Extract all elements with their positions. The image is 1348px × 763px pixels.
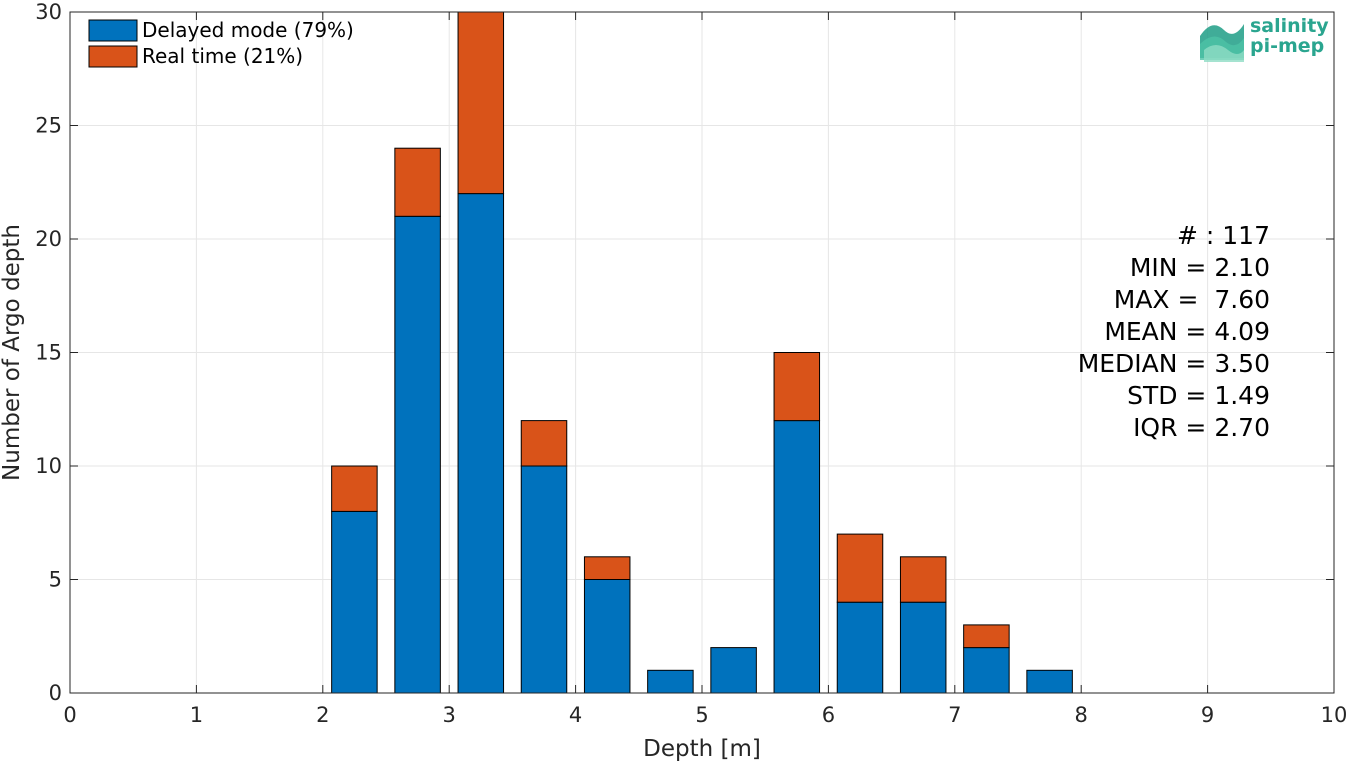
legend-swatch [88, 19, 138, 42]
legend-swatch [88, 45, 138, 68]
stat-line: MIN = 2.10 [1130, 253, 1270, 282]
y-tick-label: 25 [35, 114, 62, 138]
stat-line: MEAN = 4.09 [1104, 317, 1270, 346]
y-tick-label: 5 [49, 568, 62, 592]
legend-label: Delayed mode (79%) [142, 18, 354, 42]
ticks: 0 1 2 3 4 5 6 7 8 9 10 0 5 10 15 20 25 30 [35, 0, 1347, 727]
bar-segment [963, 647, 1010, 694]
x-tick-label: 8 [1075, 703, 1088, 727]
y-tick-label: 10 [35, 454, 62, 478]
y-axis-label: Number of Argo depth [0, 224, 25, 481]
x-tick-label: 2 [316, 703, 329, 727]
salinity-pimep-logo: salinity pi-mep [1200, 15, 1329, 62]
stats-annotation: # : 117 MIN = 2.10 MAX = 7.60 MEAN = 4.09 ME… [1078, 221, 1270, 442]
bar-segment [457, 193, 505, 694]
bar-segment [331, 465, 378, 512]
bar-segment [899, 601, 947, 694]
y-tick-label: 0 [49, 681, 62, 705]
bar-segment [520, 420, 568, 467]
logo-line2: pi-mep [1250, 35, 1324, 57]
x-tick-label: 1 [190, 703, 203, 727]
logo-line1: salinity [1250, 15, 1329, 37]
x-tick-label: 10 [1321, 703, 1348, 727]
stat-line: MAX = 7.60 [1114, 285, 1270, 314]
x-tick-label: 0 [63, 703, 76, 727]
stat-line: IQR = 2.70 [1133, 413, 1270, 442]
x-tick-label: 3 [443, 703, 456, 727]
stat-line: STD = 1.49 [1127, 381, 1270, 410]
bar-segment [836, 533, 884, 603]
legend-label: Real time (21%) [142, 44, 303, 68]
bar-segment [647, 669, 694, 694]
stat-line: MEDIAN = 3.50 [1078, 349, 1270, 378]
bar-segment [520, 465, 568, 694]
bar-segment [1026, 669, 1073, 694]
bar-segment [710, 647, 757, 694]
x-tick-label: 7 [948, 703, 961, 727]
bar-segment [963, 624, 1010, 649]
y-tick-label: 20 [35, 227, 62, 251]
bar-segment [457, 11, 505, 195]
wave-logo-icon [1200, 24, 1244, 62]
bar-segment [583, 556, 631, 580]
bar-segment [773, 352, 821, 422]
y-tick-label: 15 [35, 341, 62, 365]
bar-segment [394, 147, 441, 217]
legend: Delayed mode (79%)Real time (21%) [88, 18, 354, 68]
x-tick-label: 6 [822, 703, 835, 727]
bar-segment [836, 601, 884, 694]
x-tick-label: 5 [695, 703, 708, 727]
bar-segment [331, 510, 378, 694]
bar-segment [773, 420, 821, 694]
stat-line: # : 117 [1177, 221, 1270, 250]
x-tick-label: 9 [1201, 703, 1214, 727]
bar-segment [899, 556, 947, 603]
bars [331, 11, 1073, 694]
bar-segment [394, 215, 441, 694]
bar-segment [583, 579, 631, 694]
x-axis-label: Depth [m] [643, 736, 761, 762]
y-tick-label: 30 [35, 0, 62, 24]
x-tick-label: 4 [569, 703, 582, 727]
